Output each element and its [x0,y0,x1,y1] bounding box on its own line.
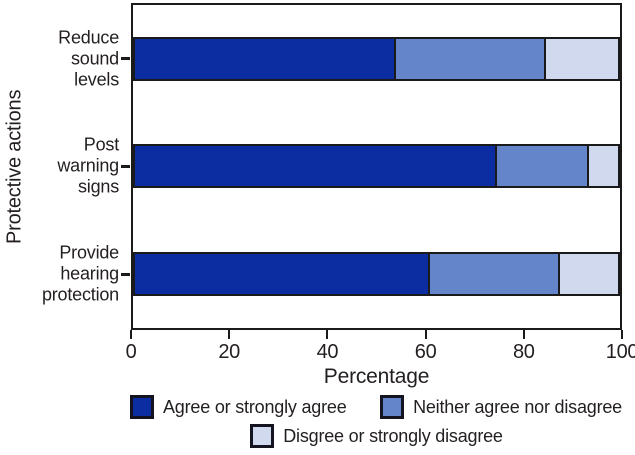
x-axis-tick-labels: 0 20 40 60 80 100 [126,341,635,363]
category-tick-mark [121,272,130,276]
category-tick-mark [121,57,130,61]
category-tick-mark [121,164,130,168]
stacked-bar [133,252,620,297]
category-label: Post warning signs [57,134,119,197]
stacked-bar [133,144,620,189]
x-axis-title: Percentage [323,365,430,388]
bar-segment [497,146,590,187]
category-row: Reduce sound levels [58,5,620,113]
bar-segment [545,38,618,79]
category-label: Reduce sound levels [58,27,119,90]
category-label: Provide hearing protection [41,242,119,305]
bar-segment [395,38,546,79]
plot-area: Reduce sound levels Post warning signs Pro… [42,3,622,330]
x-axis-tick [424,330,427,339]
x-axis-tick-label: 80 [512,341,535,363]
bar-segment [135,254,430,295]
legend-swatch [130,395,154,419]
bar-segment [560,254,618,295]
legend-label: Disgree or strongly disagree [283,425,503,446]
x-axis-tick-label: 100 [605,341,635,363]
x-axis-tick-label: 40 [316,341,339,363]
bar-segment [589,146,618,187]
legend-swatch [380,395,405,419]
legend-row-2: Disgree or strongly disagree [131,424,622,448]
bar-segment [135,38,396,79]
legend-item: Neither agree nor disagree [380,395,622,419]
x-axis-tick-label: 60 [414,341,437,363]
x-axis-tick [130,330,132,339]
bar-segment [135,146,498,187]
category-row: Provide hearing protection [42,220,620,328]
stacked-bar [133,36,620,81]
x-axis-ticks [130,330,623,339]
plot-rows: Reduce sound levels Post warning signs Pro… [42,5,620,328]
x-axis-tick [621,330,623,339]
x-axis-tick-label: 20 [218,341,241,363]
legend-label: Agree or strongly agree [163,396,347,417]
legend-label: Neither agree nor disagree [413,396,622,417]
bar-segment [429,254,561,295]
legend-item: Agree or strongly agree [130,395,347,419]
x-axis-tick [522,330,525,339]
legend-row-1: Agree or strongly agree Neither agree nor… [130,395,622,419]
legend-swatch [250,424,275,448]
x-axis-tick-label: 0 [125,341,137,363]
legend-item: Disgree or strongly disagree [250,424,503,448]
x-axis-tick [326,330,329,339]
x-axis-tick [228,330,231,339]
category-row: Post warning signs [57,113,620,221]
